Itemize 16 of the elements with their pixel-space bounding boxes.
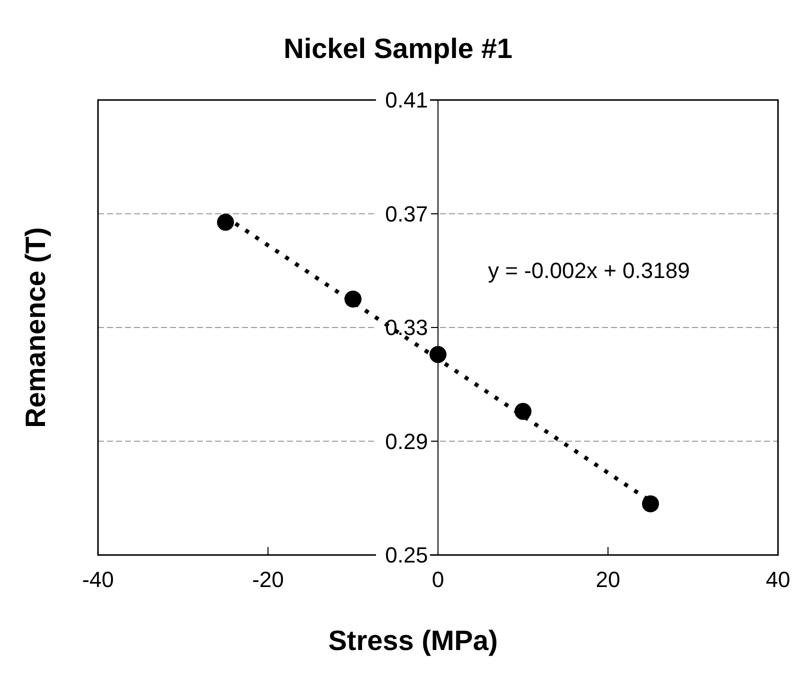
x-tick-label: 40: [766, 567, 790, 592]
y-tick-label: 0.29: [385, 428, 428, 454]
y-tick-label: 0.25: [385, 542, 428, 568]
chart-title: Nickel Sample #1: [284, 33, 512, 64]
point: [642, 495, 659, 512]
x-axis-title: Stress (MPa): [328, 625, 498, 656]
annotation: y = -0.002x + 0.3189: [488, 258, 690, 283]
x-tick-label: -20: [252, 567, 284, 592]
y-tick-label: 0.37: [385, 201, 428, 226]
x-tick-label: -40: [82, 567, 114, 592]
point: [217, 214, 234, 231]
point: [430, 346, 446, 364]
x-tick-label: 0: [432, 567, 444, 592]
x-tick-label: 20: [596, 567, 620, 592]
y-tick-label: 0.41: [385, 88, 428, 113]
y-axis-title: Remanence (T): [20, 227, 51, 428]
